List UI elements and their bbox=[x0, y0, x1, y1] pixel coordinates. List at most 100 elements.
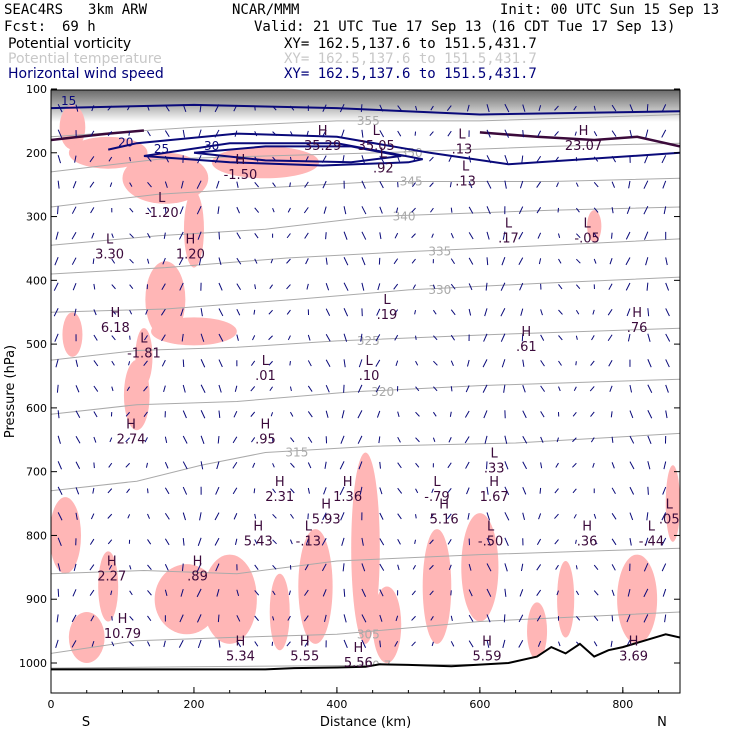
wind-vector bbox=[287, 207, 291, 213]
extremum-type: H bbox=[482, 634, 492, 649]
wind-vector bbox=[74, 155, 77, 163]
wind-vector bbox=[250, 386, 256, 392]
wind-vector bbox=[128, 361, 131, 366]
wind-vector bbox=[272, 616, 275, 621]
extremum-type: H bbox=[300, 634, 310, 649]
extremum-low: L.05 bbox=[659, 497, 680, 527]
wind-vector bbox=[147, 258, 150, 264]
wind-vector bbox=[411, 258, 416, 264]
wind-vector bbox=[414, 539, 417, 545]
wind-vector bbox=[289, 539, 293, 545]
wind-vector bbox=[269, 386, 273, 392]
wind-vector bbox=[537, 130, 542, 137]
wind-vector bbox=[325, 283, 330, 291]
wind-vector bbox=[647, 384, 653, 393]
extremum-low: L35.05 bbox=[358, 124, 395, 154]
wind-vector bbox=[593, 156, 599, 162]
wind-vector bbox=[234, 130, 238, 137]
wind-vector bbox=[395, 207, 399, 213]
extremum-value: 1.36 bbox=[333, 490, 362, 505]
wind-vector bbox=[538, 513, 542, 520]
extremum-type: L bbox=[458, 127, 466, 142]
wind-vector bbox=[482, 384, 488, 393]
theta-label: 330 bbox=[428, 283, 451, 297]
wind-vector bbox=[429, 539, 434, 545]
wind-vector bbox=[486, 206, 491, 215]
wind-vector bbox=[164, 487, 170, 495]
wind-vector bbox=[57, 486, 63, 495]
wind-contour-label: 15 bbox=[61, 94, 76, 108]
wind-vector bbox=[254, 615, 259, 622]
extremum-high: H3.69 bbox=[619, 634, 648, 664]
wind-vector bbox=[322, 104, 327, 112]
wind-vector bbox=[303, 207, 309, 214]
y-tick-label: 300 bbox=[26, 211, 47, 224]
pv-region bbox=[587, 210, 602, 243]
wind-vector bbox=[411, 233, 416, 239]
wind-vector bbox=[393, 258, 399, 265]
wind-vector bbox=[75, 487, 80, 495]
wind-vector bbox=[129, 157, 131, 162]
wind-vector bbox=[450, 386, 453, 392]
wind-vector bbox=[411, 182, 416, 188]
wind-vector bbox=[321, 155, 327, 163]
wind-vector bbox=[357, 435, 363, 444]
wind-vector bbox=[447, 462, 452, 469]
extremum-high: H1.36 bbox=[333, 475, 362, 505]
wind-vector bbox=[468, 257, 474, 265]
wind-vector bbox=[555, 564, 559, 570]
wind-vector bbox=[450, 641, 455, 647]
wind-vector bbox=[217, 206, 220, 214]
wind-vector bbox=[268, 360, 273, 366]
wind-vector bbox=[466, 104, 470, 112]
wind-vector bbox=[91, 640, 95, 647]
wind-vector bbox=[575, 565, 578, 570]
wind-vector bbox=[323, 487, 327, 495]
extremum-low: L.01 bbox=[255, 354, 276, 384]
wind-vector bbox=[522, 410, 527, 419]
wind-vector bbox=[272, 105, 277, 111]
wind-vector bbox=[341, 537, 345, 546]
wind-vector bbox=[107, 513, 113, 519]
wind-vector bbox=[611, 513, 617, 520]
wind-vector bbox=[178, 231, 184, 240]
wind-vector bbox=[215, 486, 220, 495]
wind-vector bbox=[629, 104, 634, 112]
wind-vector bbox=[536, 589, 542, 596]
extremum-high: H.76 bbox=[627, 306, 648, 336]
wind-vector bbox=[325, 410, 329, 418]
wind-vector bbox=[57, 461, 63, 470]
wind-vector bbox=[182, 384, 186, 393]
wind-vector bbox=[322, 512, 327, 521]
wind-vector bbox=[197, 154, 202, 164]
wind-vector bbox=[129, 616, 134, 621]
extremum-value: .10 bbox=[359, 369, 380, 384]
extremum-type: H bbox=[275, 475, 285, 490]
wind-vector bbox=[468, 155, 472, 163]
wind-vector bbox=[393, 309, 399, 316]
wind-vector bbox=[573, 386, 577, 391]
terrain-fill bbox=[51, 634, 680, 693]
wind-vector bbox=[144, 437, 148, 443]
wind-vector bbox=[629, 129, 633, 138]
wind-vector bbox=[625, 282, 631, 291]
wind-vector bbox=[147, 641, 151, 647]
wind-vector bbox=[554, 488, 559, 494]
wind-vector bbox=[290, 488, 295, 494]
wind-vector bbox=[93, 436, 97, 443]
wind-vector bbox=[71, 614, 77, 623]
wind-vector bbox=[554, 105, 559, 111]
wind-vector bbox=[643, 180, 649, 189]
wind-vector bbox=[111, 386, 114, 392]
wind-vector bbox=[573, 105, 577, 111]
wind-vector bbox=[572, 437, 577, 443]
wind-vector bbox=[144, 335, 148, 341]
wind-vector bbox=[450, 615, 453, 622]
wind-vector bbox=[361, 639, 367, 648]
wind-vector bbox=[647, 461, 651, 470]
wind-vector bbox=[411, 641, 416, 647]
header-project: SEAC4RS bbox=[4, 2, 64, 18]
extremum-value: 5.16 bbox=[430, 512, 459, 527]
wind-vector bbox=[214, 537, 220, 546]
extremum-type: H bbox=[118, 612, 128, 627]
